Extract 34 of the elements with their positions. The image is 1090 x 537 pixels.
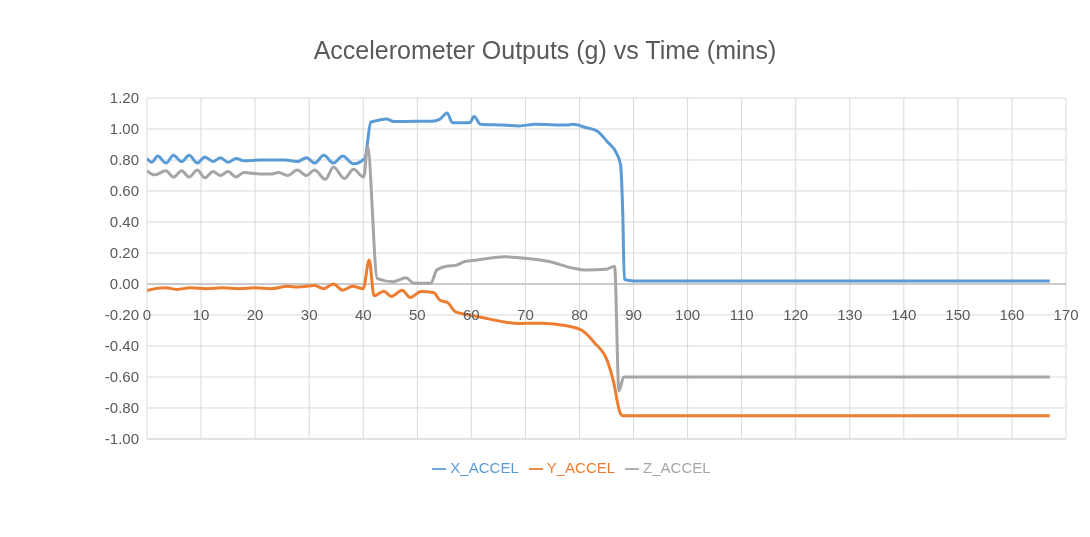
- y-tick-label: 0.60: [109, 182, 139, 200]
- x-tick-label: 0: [142, 306, 152, 324]
- y-tick-label: 1.20: [109, 89, 139, 107]
- y-tick-label: 0.80: [109, 151, 139, 169]
- x-tick-label: 20: [246, 306, 264, 324]
- x-tick-label: 110: [729, 306, 754, 324]
- x-tick-label: 10: [192, 306, 210, 324]
- x-tick-label: 170: [1053, 306, 1079, 324]
- legend-label: X_ACCEL: [450, 458, 519, 476]
- x-tick-label: 130: [837, 306, 863, 324]
- y-tick-label: -1.00: [104, 430, 139, 448]
- y-tick-label: 0.40: [109, 213, 139, 231]
- x-tick-label: 140: [891, 306, 917, 324]
- x-tick-label: 80: [571, 306, 588, 324]
- y-tick-label: -0.20: [104, 306, 139, 324]
- x-tick-label: 150: [945, 306, 971, 324]
- x-tick-label: 70: [517, 306, 534, 324]
- y-tick-label: -0.60: [104, 368, 139, 386]
- x-tick-label: 100: [675, 306, 701, 324]
- y-tick-label: 0.20: [109, 244, 139, 262]
- x-tick-label: 40: [354, 306, 372, 324]
- y-tick-label: -0.80: [104, 399, 139, 417]
- x-tick-label: 160: [999, 306, 1025, 324]
- line-series: [147, 111, 1052, 283]
- legend-label: Z_ACCEL: [643, 458, 711, 476]
- x-tick-label: 120: [783, 306, 809, 324]
- y-tick-label: -0.40: [104, 337, 139, 355]
- chart-title: Accelerometer Outputs (g) vs Time (mins): [312, 36, 778, 65]
- y-tick-label: 1.00: [109, 120, 139, 138]
- x-tick-label: 90: [625, 306, 642, 324]
- x-tick-label: 30: [300, 306, 318, 324]
- y-tick-label: 0.00: [109, 275, 139, 293]
- x-tick-label: 50: [408, 306, 426, 324]
- legend-label: Y_ACCEL: [546, 458, 616, 476]
